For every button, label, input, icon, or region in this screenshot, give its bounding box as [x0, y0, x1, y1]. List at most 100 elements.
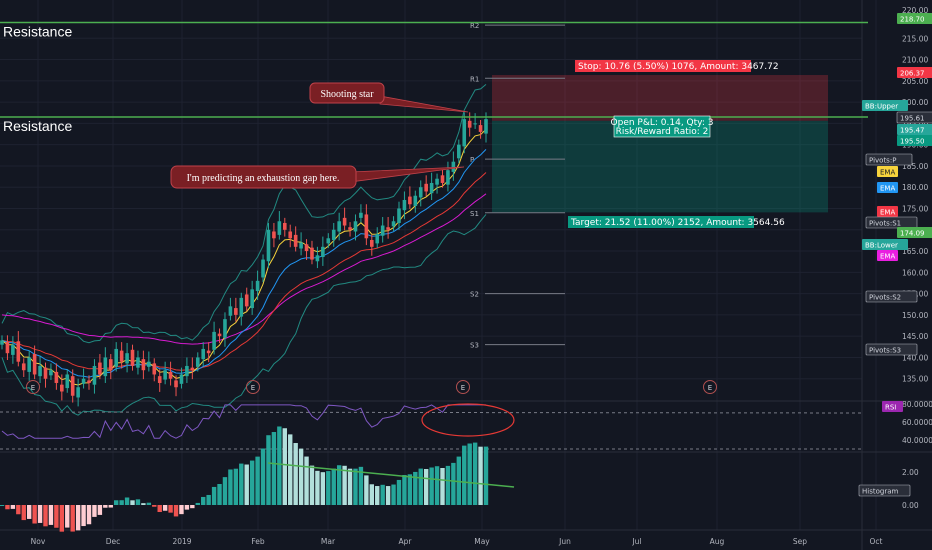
price-tag-bg: [897, 124, 932, 135]
candle-body: [125, 353, 129, 364]
histogram-bar: [70, 505, 75, 532]
histogram-bar: [26, 505, 32, 519]
histogram-bar: [75, 505, 81, 531]
candle-body: [288, 231, 293, 239]
candle-body: [27, 357, 31, 372]
candle-body: [353, 221, 358, 232]
histogram-bar: [0, 505, 5, 506]
histogram-bar: [451, 462, 456, 505]
bollinger-lower-line: [1, 214, 487, 416]
time-tick: Oct: [870, 537, 883, 546]
histogram-bar: [260, 448, 266, 505]
histogram-bar: [173, 505, 179, 517]
resistance-lines: Resistance Resistance: [0, 21, 868, 134]
candle-body: [185, 365, 189, 377]
candle-body: [163, 370, 167, 380]
histogram-bar: [86, 505, 92, 525]
candle-body: [440, 175, 445, 183]
price-tick: 215.00: [902, 34, 928, 43]
candle-body: [375, 234, 380, 244]
histogram-bar: [445, 465, 451, 505]
candle-body: [315, 255, 320, 262]
earnings-marker-icon: [246, 380, 260, 394]
candle-body: [49, 370, 53, 376]
bollinger-upper-line: [1, 84, 487, 344]
candle-body: [282, 222, 287, 230]
histogram-bar: [37, 505, 43, 523]
price-tick: 205.00: [902, 77, 928, 86]
histogram-bar: [342, 465, 347, 505]
price-tag: Histogram: [862, 488, 898, 496]
rsi-tick: 80.0000: [902, 400, 932, 409]
price-tag-bg: [896, 111, 932, 124]
candle-body: [136, 357, 140, 368]
candle-body: [413, 195, 418, 206]
stop-label: Stop: 10.76 (5.50%) 1076, Amount: 3467.7…: [578, 62, 779, 72]
histogram-bar: [97, 505, 103, 515]
histogram-bar: [43, 505, 48, 527]
candle-body: [478, 125, 483, 132]
histogram-bar: [81, 505, 86, 527]
histogram-bar: [211, 486, 217, 505]
histogram-bar: [326, 471, 331, 505]
price-tick: 140.00: [902, 353, 928, 362]
price-tick: 200.00: [902, 98, 928, 107]
pivot-lines: R2 R1 P S1 S2 S3: [470, 22, 565, 350]
histogram-bar: [157, 505, 162, 513]
histogram-bar: [119, 500, 124, 505]
candle-body: [119, 350, 124, 362]
price-tick: 145.00: [902, 332, 928, 341]
histogram-bar: [201, 496, 206, 505]
pivot-label-R2: R2: [470, 22, 479, 30]
histogram-bar: [402, 475, 407, 505]
candle-body: [391, 221, 396, 227]
histogram-bar: [320, 472, 326, 505]
price-tag: EMA: [880, 185, 895, 193]
earnings-marker-label: E: [251, 384, 255, 392]
histogram-bar: [54, 505, 59, 528]
candle-body: [342, 217, 347, 226]
candle-body: [266, 229, 271, 262]
resistance-label: Resistance: [3, 118, 72, 134]
target-label: Target: 21.52 (11.00%) 2152, Amount: 356…: [570, 218, 785, 228]
candle-body: [380, 225, 385, 236]
candle-body: [16, 341, 21, 362]
price-tag-bg: [862, 239, 908, 250]
histogram-bar: [413, 471, 418, 505]
candle-body: [293, 234, 298, 247]
candle-body: [386, 227, 390, 230]
price-tag: Pivots:S1: [869, 220, 901, 228]
histogram-bar: [146, 502, 152, 505]
histogram-bar: [255, 456, 260, 505]
time-tick: Aug: [710, 537, 725, 546]
candle-body: [462, 119, 467, 147]
candle-body: [321, 246, 325, 258]
histogram-bar: [5, 505, 10, 510]
histogram-bar: [456, 456, 462, 505]
histogram-bar: [266, 435, 271, 505]
price-tag: Pivots:P: [869, 157, 896, 165]
price-tag: RSI: [885, 404, 896, 412]
rsi-level-line: [0, 411, 863, 414]
histogram-bar: [48, 505, 54, 525]
time-tick: Mar: [321, 537, 336, 546]
histogram-bar: [336, 465, 342, 505]
candle-body: [261, 259, 265, 278]
histogram-bar: [407, 474, 413, 505]
rsi-highlight-ellipse: [421, 403, 515, 437]
candle-body: [217, 333, 222, 337]
histogram-bar: [124, 497, 130, 505]
histogram-bar: [65, 505, 70, 528]
time-tick: Nov: [31, 537, 46, 546]
candle-body: [60, 384, 64, 392]
histogram-bar: [244, 464, 249, 505]
histogram-bar: [217, 483, 222, 505]
price-tag: 206.37: [900, 70, 925, 78]
price-tag-bg: [858, 484, 911, 497]
candle-body: [21, 363, 26, 371]
price-tag-bg: [877, 166, 898, 177]
candle-body: [70, 376, 75, 396]
candle-body: [81, 378, 86, 384]
pivot-label-S3: S3: [470, 342, 479, 350]
